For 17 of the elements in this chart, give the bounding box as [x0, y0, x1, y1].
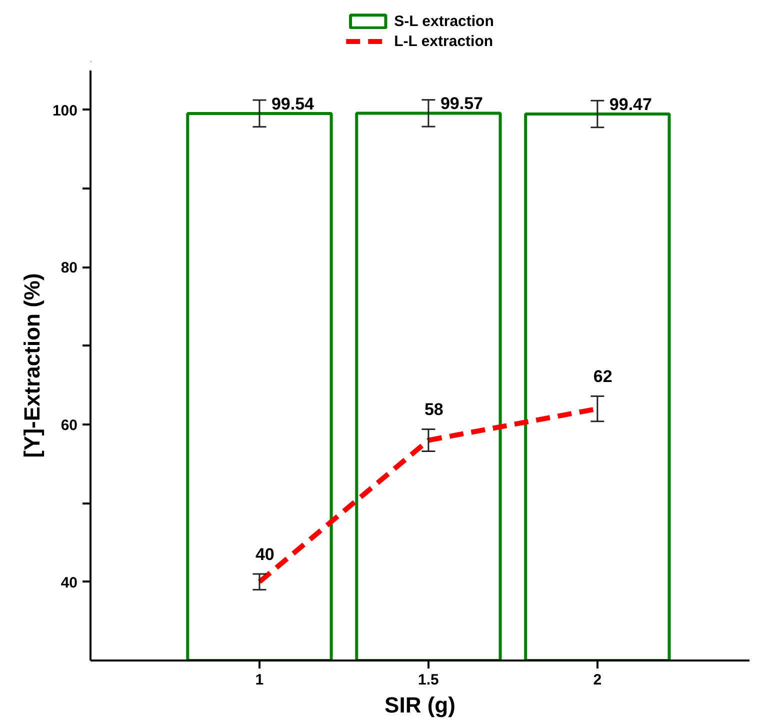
y-tick-label: 80	[60, 260, 78, 277]
y-tick-label: 60	[60, 417, 78, 434]
y-axis-title: [Y]-Extraction (%)	[19, 273, 44, 458]
legend-label: L-L extraction	[394, 32, 494, 50]
x-tick-label: 1	[255, 672, 264, 688]
data-label: 99.57	[440, 94, 483, 114]
data-label: 58	[424, 400, 444, 420]
data-label: 40	[255, 544, 274, 564]
data-label: 62	[593, 367, 612, 386]
x-tick-label: 2	[593, 672, 602, 688]
y-tick-label: 40	[60, 574, 78, 592]
y-tick-label: 100	[52, 102, 78, 120]
data-label: 99.54	[271, 94, 315, 114]
legend-label: S-L extraction	[394, 12, 494, 30]
x-axis-title: SIR (g)	[384, 692, 456, 718]
x-tick-label: 1.5	[418, 672, 439, 688]
data-label: 99.47	[609, 95, 652, 114]
